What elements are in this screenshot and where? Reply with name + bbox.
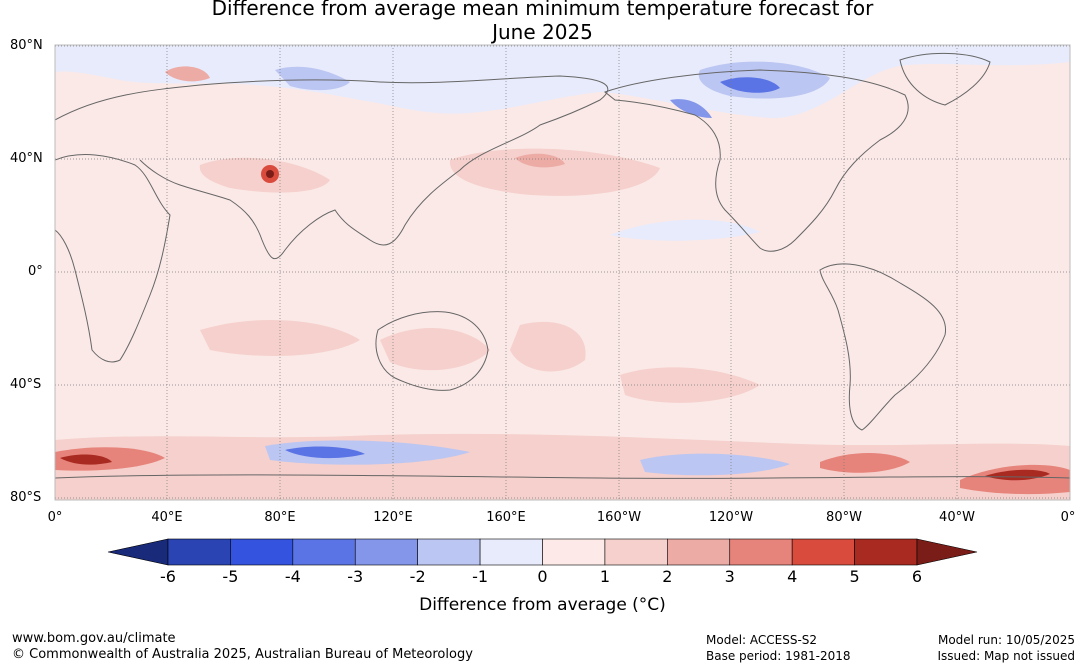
colorbar-segment (854, 538, 918, 566)
colorbar-tick-label: -6 (160, 567, 176, 586)
south-america-warm (820, 453, 910, 473)
footer-model: Model: ACCESS-S2 (706, 633, 818, 647)
lon-label-0-right: 0° (1060, 510, 1076, 525)
map-title: Difference from average mean minimum tem… (0, 0, 1085, 44)
east-pacific-cool (610, 219, 760, 241)
colorbar-segment (354, 538, 418, 566)
southern-indian-cool (265, 440, 470, 465)
lon-label-120e: 120°E (373, 510, 413, 525)
colorbar-extend-high (916, 538, 978, 566)
colorbar-tick-label: -2 (409, 567, 426, 586)
title-line-2: June 2025 (492, 20, 593, 44)
lon-label-40w: 40°W (939, 510, 975, 525)
colorbar-segment (292, 538, 356, 566)
tibet-warm-peak (266, 170, 274, 178)
colorbar-segment (417, 538, 481, 566)
colorbar-segment (479, 538, 543, 566)
map-svg (54, 44, 1071, 501)
colorbar-segment (791, 538, 855, 566)
greenland-outline (899, 53, 991, 106)
title-line-1: Difference from average mean minimum tem… (211, 0, 874, 20)
lon-label-0-left: 0° (47, 510, 63, 525)
anomaly-fields (55, 45, 1070, 500)
eurasia-outline (55, 75, 609, 260)
indian-ocean-warm (200, 319, 360, 356)
colorbar-tick-label: -1 (472, 567, 489, 586)
colorbar-segment (167, 538, 231, 566)
canada-core-cool (720, 77, 780, 93)
colorbar-label: Difference from average (°C) (419, 595, 666, 615)
lon-label-160w: 160°W (596, 510, 642, 525)
colorbar-tick-label: 2 (662, 567, 673, 586)
colorbar-tick-label: 4 (787, 567, 798, 586)
forecast-map: 80°N 40°N 0° 40°S 80°S 0° 40°E 80°E 120°… (10, 38, 1076, 525)
footer-model-run: Model run: 10/05/2025 (937, 633, 1075, 647)
colorbar-tick-label: -5 (222, 567, 239, 586)
australia-outline (375, 311, 489, 391)
north-pacific-warm (449, 148, 660, 196)
colorbar-svg (107, 538, 978, 566)
map-frame (54, 44, 1071, 501)
scandinavia-warm (165, 66, 210, 82)
lat-label-80n: 80°N (10, 38, 43, 53)
footer-copyright: © Commonwealth of Australia 2025, Austra… (12, 647, 473, 662)
siberia-cool-region (275, 66, 350, 91)
graticule (55, 45, 1070, 500)
colorbar-tick-label: 0 (537, 567, 548, 586)
south-pacific-warm (510, 321, 586, 372)
alaska-cool (670, 99, 712, 118)
colorbar-extend-low (107, 538, 169, 566)
southern-atlantic-warm (55, 447, 165, 471)
colorbar (100, 538, 990, 588)
footer-url: www.bom.gov.au/climate (12, 631, 176, 646)
footer-base-period: Base period: 1981-2018 (706, 649, 851, 663)
south-america-outline (819, 263, 946, 431)
australia-warm (380, 327, 490, 371)
north-america-outline (603, 69, 909, 252)
arctic-cool-region (55, 45, 1070, 119)
southern-pacific-cool (640, 453, 790, 476)
south-pacific-warm-2 (620, 367, 760, 403)
lon-label-80w: 80°W (826, 510, 862, 525)
lon-label-120w: 120°W (708, 510, 754, 525)
colorbar-segment (230, 538, 294, 566)
colorbar-tick-label: 1 (599, 567, 610, 586)
lat-label-40n: 40°N (10, 151, 43, 166)
antarctica-outline (55, 474, 1070, 479)
colorbar-tick-label: 3 (724, 567, 735, 586)
footer-issued: Issued: Map not issued (937, 649, 1075, 663)
north-pacific-warm-core (515, 153, 565, 168)
africa-outline (55, 154, 171, 363)
lat-label-80s: 80°S (10, 490, 42, 505)
lon-label-80e: 80°E (264, 510, 296, 525)
colorbar-segment (604, 538, 668, 566)
colorbar-tick-label: -4 (284, 567, 301, 586)
southern-indian-cool-core (285, 446, 365, 459)
lon-label-160e: 160°E (486, 510, 526, 525)
colorbar-segment (667, 538, 731, 566)
lat-label-equator: 0° (28, 264, 43, 279)
colorbar-tick-label: -3 (347, 567, 364, 586)
southern-atlantic-warm-core (60, 454, 112, 465)
lat-label-40s: 40°S (10, 377, 42, 392)
colorbar-segment (542, 538, 606, 566)
colorbar-tick-label: 5 (849, 567, 860, 586)
colorbar-segment (729, 538, 793, 566)
ocean-background (55, 45, 1070, 500)
lon-label-40e: 40°E (151, 510, 183, 525)
coastlines (55, 53, 1070, 479)
colorbar-tick-label: 6 (911, 567, 923, 586)
